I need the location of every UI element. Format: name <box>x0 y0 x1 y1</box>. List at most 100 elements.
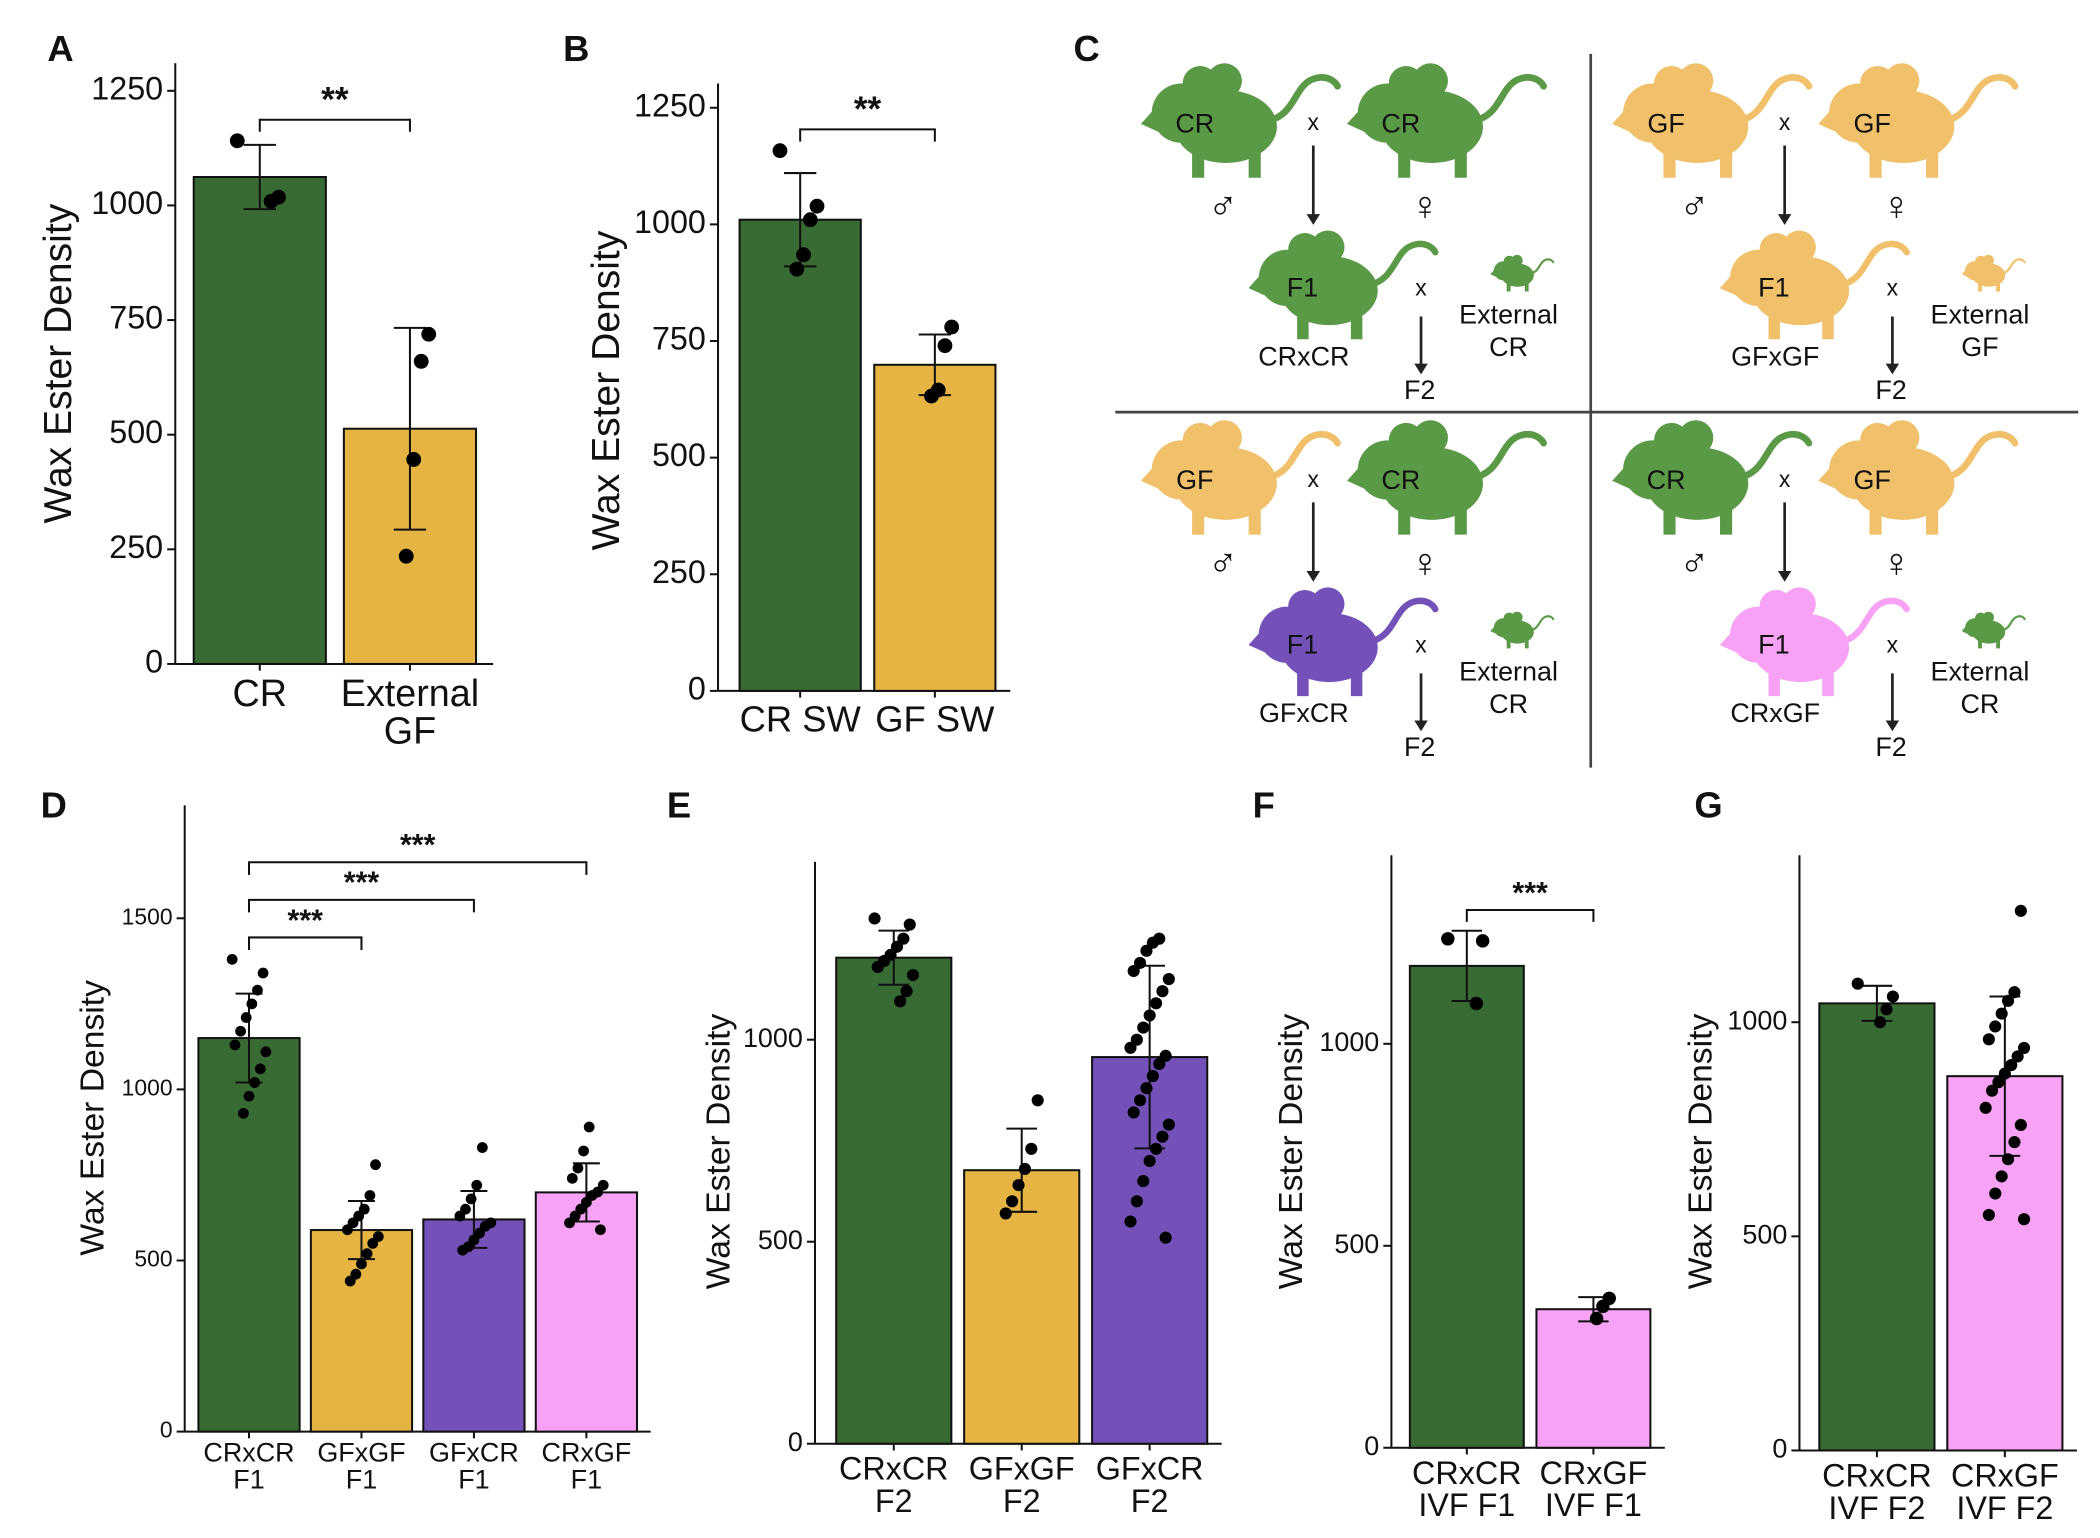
bar <box>1535 1308 1652 1449</box>
diagram-label: F1 <box>1758 273 1789 303</box>
mouse-tail <box>1940 430 2019 482</box>
y-tick-label: 1250 <box>634 87 706 123</box>
data-point <box>572 1162 584 1174</box>
bar <box>963 1169 1081 1445</box>
x-tick-label: F1 <box>571 1465 602 1495</box>
mouse-ear <box>1782 587 1816 621</box>
x-tick-label: IVF F1 <box>1545 1487 1642 1523</box>
data-point <box>1995 1007 2008 1020</box>
mouse-snout <box>1612 96 1642 138</box>
x-tick-label: CRxCR <box>1822 1457 1932 1493</box>
data-point <box>809 198 825 214</box>
bar <box>197 1037 301 1433</box>
panel-letter: E <box>667 785 691 826</box>
diagram-label: External <box>1459 656 1558 686</box>
mouse-snout <box>1346 96 1377 138</box>
arrow-head <box>1306 214 1321 225</box>
significance-bracket <box>258 118 411 132</box>
mouse-leg <box>1350 311 1363 340</box>
mouse-tail <box>1734 430 1813 482</box>
mouse-tail <box>2000 258 2026 275</box>
mouse-leg <box>1663 148 1676 178</box>
mouse-snout <box>1719 262 1749 301</box>
y-axis-label: Wax Ester Density <box>37 203 80 523</box>
y-tick-label: 1000 <box>91 185 163 221</box>
y-tick-label: 250 <box>652 554 706 590</box>
diagram-label: CR <box>1960 689 1999 719</box>
diagram-label: F1 <box>1758 630 1789 660</box>
mouse-leg <box>1822 667 1834 697</box>
diagram-label: x <box>1415 275 1427 301</box>
arrow-head <box>1885 363 1900 375</box>
data-point <box>944 319 960 335</box>
y-tick-label: 500 <box>109 414 163 450</box>
diagram-label: F1 <box>1287 273 1318 303</box>
data-point <box>796 247 811 263</box>
data-point <box>240 1012 252 1023</box>
mouse-leg <box>1192 505 1205 535</box>
x-tick-label: CRxCR <box>203 1438 294 1468</box>
data-point <box>1124 1215 1137 1228</box>
mouse-snout <box>1490 622 1500 636</box>
data-point <box>1146 936 1159 949</box>
y-tick-label: 750 <box>109 300 163 336</box>
mouse-ear <box>1511 611 1523 623</box>
data-point <box>471 1179 483 1191</box>
mouse-ear <box>1982 254 1994 267</box>
mouse-icon <box>1719 230 1910 340</box>
data-point <box>789 261 805 277</box>
diagram-label: External <box>1931 656 2030 686</box>
data-point <box>1127 964 1140 978</box>
diagram-label: GFxGF <box>1731 341 1819 371</box>
data-point <box>254 1063 266 1075</box>
data-point <box>364 1190 376 1201</box>
mouse-leg <box>1869 148 1882 178</box>
data-point <box>1137 1021 1150 1034</box>
mouse-leg <box>1926 505 1939 535</box>
data-point <box>1989 1187 2002 1200</box>
mouse-leg <box>1926 148 1939 178</box>
mouse-leg <box>1398 505 1411 535</box>
mouse-leg <box>1524 282 1529 292</box>
bar <box>192 175 327 665</box>
mouse-tail <box>1835 240 1910 289</box>
data-point <box>1998 1067 2011 1080</box>
mouse-tail <box>1468 74 1547 125</box>
mouse-tail <box>1262 74 1341 125</box>
mouse-leg <box>1768 311 1781 340</box>
data-point <box>871 960 884 974</box>
data-point <box>802 212 818 228</box>
data-point <box>1982 1208 1995 1221</box>
significance-bracket <box>248 898 475 913</box>
panel-letter: C <box>1074 28 1100 69</box>
mouse-leg <box>1506 638 1511 649</box>
diagram-label: x <box>1308 109 1320 135</box>
data-point <box>1018 1162 1031 1176</box>
data-point <box>924 388 939 404</box>
data-point <box>229 133 245 149</box>
data-point <box>454 1210 466 1222</box>
x-tick-label: F2 <box>1003 1483 1041 1519</box>
data-point <box>1140 1082 1153 1095</box>
y-tick-label: 0 <box>160 1417 173 1443</box>
mouse-tail <box>1262 430 1341 482</box>
data-point <box>937 338 953 354</box>
data-point <box>406 452 422 467</box>
mouse-ear <box>1311 230 1345 264</box>
mouse-leg <box>1297 311 1309 340</box>
diagram-label: CR <box>1647 465 1686 495</box>
mouse-icon <box>1961 611 2026 649</box>
mouse-leg <box>1768 667 1781 697</box>
data-point <box>344 1275 356 1287</box>
mouse-icon <box>1719 587 1910 697</box>
mouse-snout <box>1140 96 1171 138</box>
data-point <box>370 1159 381 1171</box>
mouse-tail <box>1734 74 1813 125</box>
data-point <box>906 968 920 982</box>
y-tick-label: 0 <box>688 670 706 706</box>
x-tick-label: IVF F2 <box>1956 1490 2053 1526</box>
data-point <box>1130 1033 1143 1046</box>
diagram-label: F2 <box>1875 732 1906 762</box>
diagram-label: ♀ <box>1410 182 1440 228</box>
